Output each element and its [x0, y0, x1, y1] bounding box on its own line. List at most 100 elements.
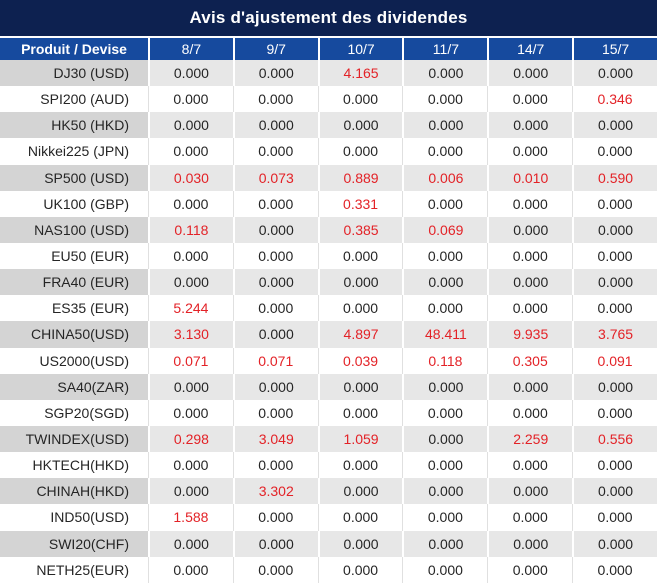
value-cell: 3.049 — [232, 425, 318, 453]
value-cell: 0.000 — [572, 452, 657, 479]
column-header-date-3: 10/7 — [317, 38, 403, 60]
product-cell: TWINDEX(USD) — [0, 425, 148, 453]
value-cell: 0.000 — [572, 112, 657, 139]
value-cell: 0.000 — [487, 556, 573, 583]
value-cell: 0.039 — [317, 347, 403, 374]
value-cell: 0.000 — [487, 295, 573, 322]
value-cell: 0.000 — [232, 530, 318, 557]
value-cell: 0.000 — [232, 269, 318, 296]
product-cell: ES35 (EUR) — [0, 295, 148, 322]
value-cell: 0.000 — [232, 295, 318, 322]
value-cell: 0.000 — [487, 216, 573, 243]
value-cell: 0.000 — [317, 373, 403, 400]
value-cell: 3.302 — [232, 478, 318, 505]
value-cell: 0.000 — [232, 112, 318, 139]
value-cell: 0.000 — [487, 530, 573, 557]
value-cell: 0.000 — [148, 373, 233, 400]
value-cell: 0.000 — [402, 478, 488, 505]
table-row: EU50 (EUR) 0.000 0.000 0.000 0.000 0.000 0.000 — [0, 242, 657, 270]
table-row: SPI200 (AUD) 0.000 0.000 0.000 0.000 0.000 0.3… — [0, 86, 657, 113]
value-cell: 2.259 — [487, 425, 573, 453]
value-cell: 0.000 — [572, 60, 657, 87]
value-cell: 0.000 — [148, 242, 233, 270]
column-header-date-5: 14/7 — [487, 38, 573, 60]
value-cell: 0.000 — [232, 321, 318, 348]
value-cell: 0.000 — [317, 478, 403, 505]
value-cell: 0.000 — [572, 478, 657, 505]
value-cell: 0.000 — [402, 269, 488, 296]
value-cell: 0.071 — [148, 347, 233, 374]
value-cell: 0.000 — [572, 556, 657, 583]
value-cell: 1.588 — [148, 504, 233, 531]
value-cell: 0.000 — [317, 530, 403, 557]
value-cell: 0.000 — [232, 373, 318, 400]
table-row: CHINAH(HKD) 0.000 3.302 0.000 0.000 0.000 0.00… — [0, 478, 657, 505]
product-cell: NAS100 (USD) — [0, 216, 148, 243]
table-row: UK100 (GBP) 0.000 0.000 0.331 0.000 0.000 0.00… — [0, 190, 657, 217]
value-cell: 0.000 — [148, 399, 233, 426]
value-cell: 0.000 — [317, 86, 403, 113]
product-cell: SP500 (USD) — [0, 164, 148, 191]
table-row: CHINA50(USD) 3.130 0.000 4.897 48.411 9.935 3.… — [0, 321, 657, 348]
product-cell: SA40(ZAR) — [0, 373, 148, 400]
value-cell: 4.897 — [317, 321, 403, 348]
value-cell: 0.000 — [487, 399, 573, 426]
value-cell: 0.000 — [232, 60, 318, 87]
product-cell: FRA40 (EUR) — [0, 269, 148, 296]
value-cell: 0.298 — [148, 425, 233, 453]
value-cell: 0.006 — [402, 164, 488, 191]
value-cell: 0.000 — [317, 138, 403, 165]
product-cell: CHINA50(USD) — [0, 321, 148, 348]
table-row: Nikkei225 (JPN) 0.000 0.000 0.000 0.000 0.000… — [0, 138, 657, 165]
table-body: DJ30 (USD) 0.000 0.000 4.165 0.000 0.000 0.000… — [0, 60, 657, 583]
value-cell: 0.000 — [487, 60, 573, 87]
table-header-row: Produit / Devise 8/7 9/7 10/7 11/7 14/7 15/7 — [0, 38, 657, 60]
value-cell: 0.000 — [232, 86, 318, 113]
value-cell: 0.000 — [487, 373, 573, 400]
value-cell: 0.556 — [572, 425, 657, 453]
product-cell: SPI200 (AUD) — [0, 86, 148, 113]
product-cell: US2000(USD) — [0, 347, 148, 374]
value-cell: 0.000 — [572, 242, 657, 270]
value-cell: 0.073 — [232, 164, 318, 191]
value-cell: 0.000 — [572, 190, 657, 217]
value-cell: 0.000 — [402, 242, 488, 270]
value-cell: 0.010 — [487, 164, 573, 191]
value-cell: 0.346 — [572, 86, 657, 113]
value-cell: 0.000 — [317, 452, 403, 479]
value-cell: 0.000 — [232, 138, 318, 165]
value-cell: 0.000 — [572, 504, 657, 531]
product-cell: DJ30 (USD) — [0, 60, 148, 87]
value-cell: 0.000 — [232, 452, 318, 479]
value-cell: 0.000 — [402, 556, 488, 583]
column-header-product: Produit / Devise — [0, 38, 148, 60]
value-cell: 0.000 — [317, 242, 403, 270]
table-row: IND50(USD) 1.588 0.000 0.000 0.000 0.000 0.000 — [0, 504, 657, 531]
value-cell: 5.244 — [148, 295, 233, 322]
value-cell: 0.069 — [402, 216, 488, 243]
value-cell: 0.000 — [487, 478, 573, 505]
value-cell: 0.000 — [232, 190, 318, 217]
value-cell: 0.000 — [487, 242, 573, 270]
product-cell: SGP20(SGD) — [0, 399, 148, 426]
column-header-date-6: 15/7 — [572, 38, 657, 60]
value-cell: 0.000 — [487, 112, 573, 139]
value-cell: 0.000 — [402, 60, 488, 87]
column-header-date-4: 11/7 — [402, 38, 488, 60]
value-cell: 0.331 — [317, 190, 403, 217]
value-cell: 0.000 — [402, 86, 488, 113]
value-cell: 0.091 — [572, 347, 657, 374]
table-row: FRA40 (EUR) 0.000 0.000 0.000 0.000 0.000 0.00… — [0, 269, 657, 296]
value-cell: 0.000 — [148, 478, 233, 505]
value-cell: 0.305 — [487, 347, 573, 374]
product-cell: CHINAH(HKD) — [0, 478, 148, 505]
value-cell: 0.000 — [572, 295, 657, 322]
value-cell: 0.000 — [317, 556, 403, 583]
product-cell: IND50(USD) — [0, 504, 148, 531]
value-cell: 0.000 — [572, 138, 657, 165]
product-cell: SWI20(CHF) — [0, 530, 148, 557]
product-cell: EU50 (EUR) — [0, 242, 148, 270]
value-cell: 0.000 — [148, 86, 233, 113]
value-cell: 0.000 — [148, 269, 233, 296]
value-cell: 0.000 — [487, 452, 573, 479]
